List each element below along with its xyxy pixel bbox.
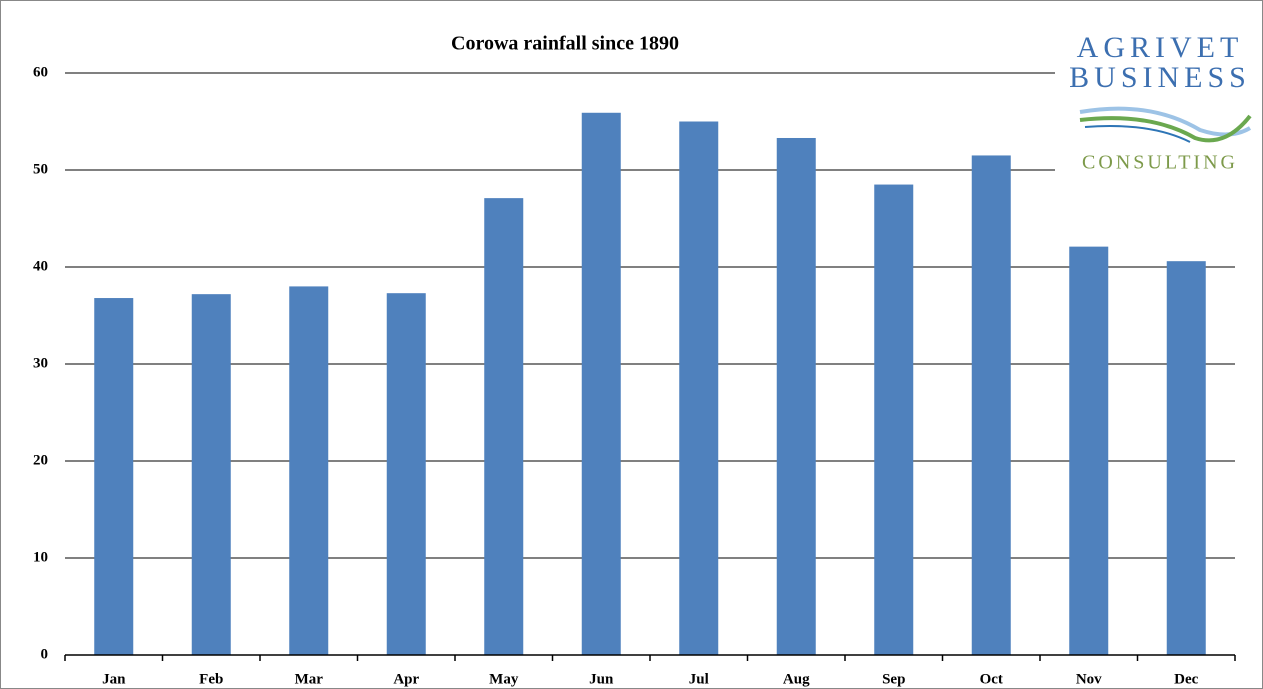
logo-text: CONSULTING — [1082, 152, 1238, 174]
x-tick-label: Aug — [783, 671, 810, 687]
x-tick-label: Nov — [1076, 671, 1102, 687]
bar — [1166, 261, 1206, 655]
y-tick-label: 40 — [33, 258, 48, 274]
y-tick-label: 60 — [33, 64, 48, 80]
bar — [386, 293, 426, 655]
y-tick-label: 30 — [33, 355, 48, 371]
x-tick-label: Jan — [102, 671, 126, 687]
x-tick-label: Jun — [589, 671, 614, 687]
bar — [971, 155, 1011, 655]
logo-swoosh — [1079, 114, 1252, 143]
bar — [484, 198, 524, 655]
x-tick-label: May — [489, 671, 519, 687]
y-tick-label: 20 — [33, 452, 48, 468]
x-tick-label: Feb — [199, 671, 223, 687]
y-tick-label: 10 — [33, 549, 48, 565]
chart-title: Corowa rainfall since 1890 — [451, 33, 679, 55]
bar — [874, 184, 914, 656]
bar — [581, 112, 621, 655]
x-tick-label: Apr — [393, 671, 419, 687]
logo-text: AGRIVET — [1077, 31, 1244, 64]
x-tick-label: Dec — [1174, 671, 1198, 687]
x-tick-label: Jul — [689, 671, 709, 687]
bar — [289, 286, 329, 655]
x-tick-label: Mar — [295, 671, 324, 687]
logo-swoosh — [1084, 125, 1191, 143]
logo-text: BUSINESS — [1069, 61, 1251, 94]
bar — [776, 137, 816, 656]
y-tick-label: 50 — [33, 161, 48, 177]
logo-background — [1055, 30, 1260, 180]
bar — [191, 294, 231, 655]
bar — [1069, 246, 1109, 655]
x-tick-label: Oct — [980, 671, 1003, 687]
bar — [94, 298, 134, 655]
x-tick-label: Sep — [882, 671, 905, 687]
bar — [679, 121, 719, 655]
y-tick-label: 0 — [41, 646, 49, 662]
